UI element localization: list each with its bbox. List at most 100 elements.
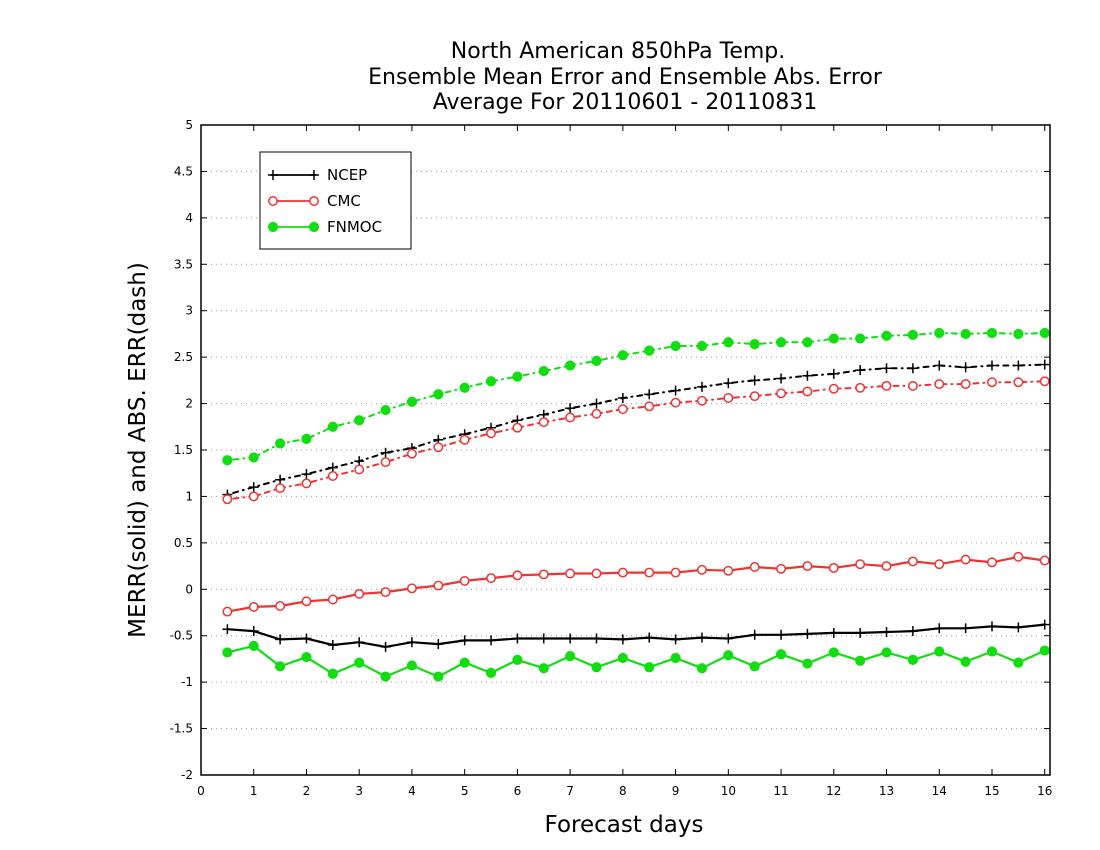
- fnmoc-abs-error-point: [828, 333, 839, 344]
- fnmoc-abs-error-point: [433, 389, 444, 400]
- fnmoc-mean-error-point: [934, 646, 945, 657]
- y-tick-label: 3: [185, 304, 193, 318]
- ncep-mean-error-point: [723, 633, 734, 644]
- ncep-mean-error-point: [486, 635, 497, 646]
- cmc-mean-error-line: [227, 555, 1045, 613]
- legend-label: CMC: [327, 192, 361, 210]
- cmc-abs-error-point: [433, 442, 444, 453]
- cmc-mean-error-point: [617, 567, 628, 578]
- y-tick-label: 3.5: [174, 257, 193, 271]
- ncep-mean-error-point: [749, 629, 760, 640]
- fnmoc-abs-error-point: [670, 340, 681, 352]
- ncep-mean-error-point: [776, 629, 787, 640]
- ncep-abs-error-point: [248, 482, 259, 493]
- cmc-mean-error-point: [486, 573, 496, 584]
- fnmoc-mean-error-point: [512, 654, 523, 665]
- fnmoc-mean-error-point: [749, 661, 760, 672]
- x-tick-label: 11: [773, 784, 788, 798]
- cmc-mean-error-point: [433, 580, 444, 591]
- fnmoc-mean-error-line: [227, 644, 1046, 678]
- x-tick-label: 13: [879, 784, 894, 798]
- fnmoc-abs-error-point: [617, 350, 628, 361]
- cmc-abs-error-point: [1039, 376, 1050, 387]
- cmc-mean-error-point: [538, 569, 549, 580]
- y-tick-label: 1: [185, 489, 193, 503]
- ncep-abs-error-point: [907, 363, 918, 374]
- cmc-abs-error-point: [617, 404, 628, 415]
- fnmoc-abs-error-point: [881, 330, 892, 341]
- y-tick-label: 1.5: [174, 443, 193, 457]
- legend-item-cmc: CMC: [268, 192, 361, 210]
- cmc-abs-error-point: [301, 478, 312, 489]
- fnmoc-abs-error-point: [274, 438, 286, 449]
- cmc-mean-error-point: [591, 568, 602, 579]
- legend-marker: [267, 221, 279, 233]
- fnmoc-abs-error-point: [1039, 327, 1050, 339]
- fnmoc-mean-error-point: [222, 647, 233, 658]
- ncep-abs-error-line: [226, 363, 1046, 496]
- cmc-mean-error-point: [248, 601, 259, 612]
- ncep-mean-error-point: [670, 634, 681, 645]
- legend: NCEP CMC FNMOC: [259, 151, 412, 250]
- fnmoc-mean-error-point: [406, 660, 418, 671]
- x-tick-label: 10: [721, 784, 736, 798]
- ncep-abs-error-point: [565, 403, 576, 414]
- ncep-mean-error-point: [301, 633, 312, 644]
- ncep-abs-error-point: [670, 385, 681, 396]
- x-tick-label: 3: [355, 784, 363, 798]
- fnmoc-mean-error-point: [723, 650, 734, 661]
- cmc-mean-error-point: [1013, 551, 1024, 562]
- legend-marker: [268, 170, 278, 180]
- ncep-abs-error-point: [881, 363, 892, 374]
- x-tick-label: 16: [1037, 784, 1052, 798]
- fnmoc-mean-error-point: [802, 658, 813, 669]
- fnmoc-abs-error-point: [248, 452, 259, 463]
- cmc-mean-error-point: [222, 606, 233, 617]
- cmc-abs-error-point: [591, 408, 602, 419]
- x-tick-label: 12: [826, 784, 841, 798]
- y-tick-label: -2: [181, 768, 193, 782]
- cmc-abs-error-line: [226, 380, 1046, 501]
- ncep-abs-error-point: [591, 398, 602, 409]
- legend-marker: [309, 170, 319, 180]
- fnmoc-mean-error-point: [565, 651, 576, 662]
- ncep-mean-error-point: [1013, 622, 1024, 633]
- ncep-abs-error-point: [696, 381, 707, 392]
- ncep-mean-error-point: [881, 627, 892, 637]
- cmc-mean-error-point: [723, 565, 734, 576]
- ncep-mean-error-point: [644, 632, 655, 643]
- legend-label: FNMOC: [327, 218, 382, 236]
- ncep-abs-error-point: [1039, 359, 1050, 370]
- fnmoc-mean-error-point: [248, 640, 259, 652]
- cmc-abs-error-point: [248, 491, 259, 502]
- fnmoc-mean-error-point: [775, 649, 787, 660]
- ncep-mean-error-point: [406, 637, 417, 648]
- fnmoc-mean-error-point: [828, 647, 839, 658]
- fnmoc-mean-error-point: [380, 671, 391, 682]
- cmc-mean-error-point: [749, 562, 760, 572]
- ncep-abs-error-point: [934, 360, 945, 371]
- fnmoc-mean-error-point: [960, 656, 971, 667]
- fnmoc-abs-error-point: [538, 365, 549, 377]
- cmc-abs-error-point: [354, 464, 365, 475]
- cmc-mean-error-point: [881, 561, 892, 572]
- ncep-abs-error-point: [776, 373, 787, 384]
- ncep-abs-error-point: [828, 368, 839, 379]
- ncep-abs-error-point: [802, 370, 813, 381]
- ncep-abs-error-point: [986, 360, 997, 371]
- cmc-mean-error-point: [354, 588, 365, 599]
- ncep-mean-error-point: [222, 624, 233, 635]
- fnmoc-abs-error-line: [226, 331, 1046, 462]
- cmc-mean-error-point: [670, 567, 681, 578]
- cmc-abs-error-point: [512, 422, 523, 433]
- cmc-mean-error-point: [987, 557, 997, 568]
- ncep-mean-error-point: [855, 627, 866, 638]
- legend-entries: NCEP CMC FNMOC: [267, 166, 382, 236]
- cmc-abs-error-point: [644, 401, 655, 412]
- ncep-mean-error-point: [960, 623, 971, 634]
- fnmoc-abs-error-point: [723, 337, 734, 348]
- title-line-2: Ensemble Mean Error and Ensemble Abs. Er…: [368, 65, 883, 90]
- cmc-mean-error-point: [327, 594, 338, 605]
- fnmoc-mean-error-point: [881, 647, 892, 658]
